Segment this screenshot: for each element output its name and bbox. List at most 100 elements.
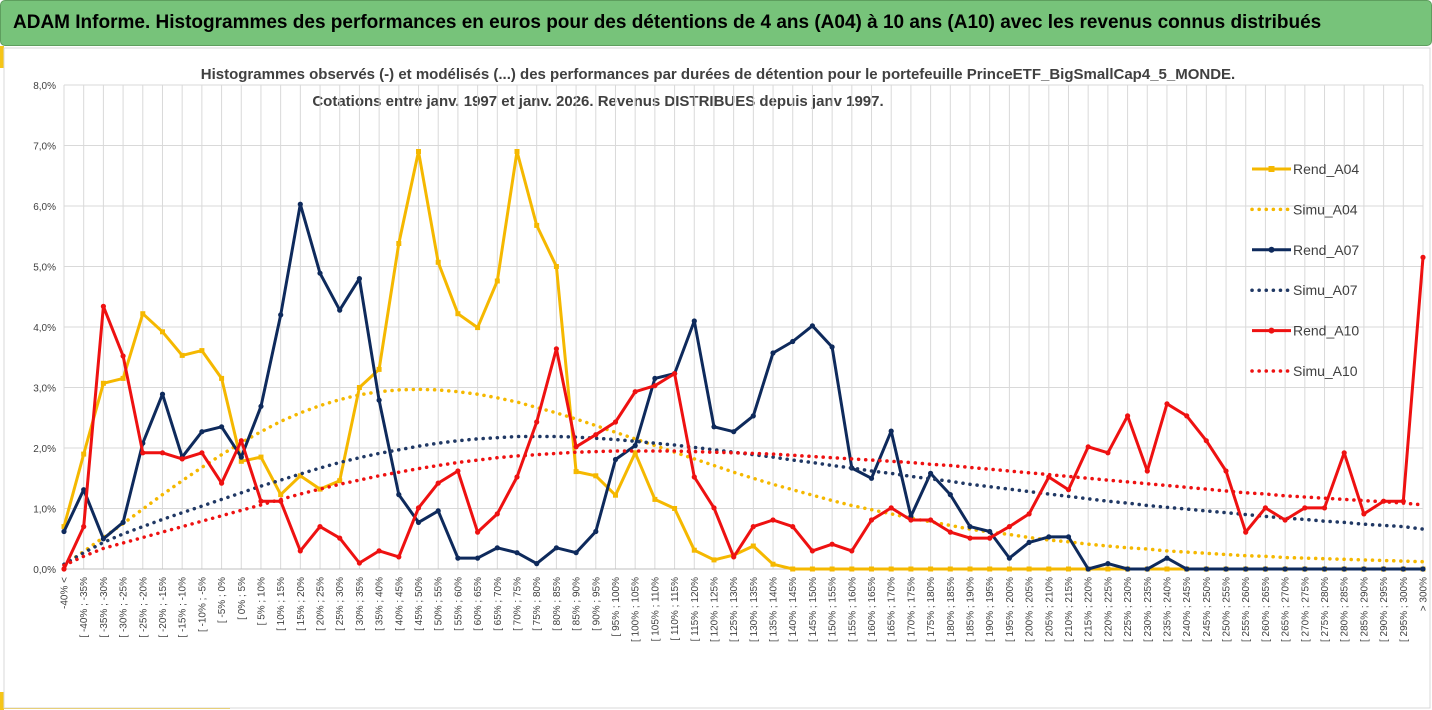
data-point bbox=[1282, 517, 1288, 523]
x-tick-label: [ 95% ; 100% bbox=[611, 577, 622, 637]
data-point bbox=[849, 548, 855, 554]
data-point bbox=[219, 480, 225, 486]
data-point bbox=[120, 375, 126, 381]
x-tick-label: [ 0% ; 5% bbox=[237, 577, 248, 620]
data-point bbox=[435, 508, 441, 514]
data-point bbox=[199, 450, 205, 456]
x-tick-label: [ 155% ; 160% bbox=[847, 577, 858, 642]
x-tick-label: [ 25% ; 30% bbox=[335, 577, 346, 631]
y-tick-label: 3,0% bbox=[33, 384, 56, 395]
x-tick-label: [ 240% ; 245% bbox=[1182, 577, 1193, 642]
data-point bbox=[356, 385, 362, 390]
corner-accent-top bbox=[0, 46, 4, 68]
y-tick-label: 5,0% bbox=[33, 263, 56, 274]
data-point bbox=[1066, 566, 1071, 572]
data-point bbox=[159, 391, 166, 397]
data-point bbox=[100, 536, 106, 542]
data-point bbox=[1262, 505, 1268, 511]
data-point bbox=[1125, 566, 1131, 572]
x-tick-label: [ 125% ; 130% bbox=[729, 577, 740, 642]
data-point bbox=[829, 566, 835, 572]
data-point bbox=[160, 329, 165, 335]
data-point bbox=[593, 432, 599, 438]
data-point bbox=[672, 371, 678, 377]
data-point bbox=[928, 470, 934, 476]
data-point bbox=[1105, 450, 1111, 456]
data-point bbox=[1184, 566, 1190, 572]
data-point bbox=[770, 350, 776, 356]
data-point bbox=[396, 554, 402, 560]
data-point bbox=[337, 535, 343, 541]
x-tick-label: [ 30% ; 35% bbox=[355, 577, 366, 631]
corner-accent-bottom bbox=[0, 692, 4, 710]
x-tick-label: [ 75% ; 80% bbox=[532, 577, 543, 631]
x-tick-label: [ -35% ; -30% bbox=[99, 577, 110, 638]
data-point bbox=[120, 353, 126, 359]
data-point bbox=[849, 566, 855, 572]
data-point bbox=[297, 201, 303, 207]
data-point bbox=[61, 566, 67, 572]
series-line-rend-a10 bbox=[62, 257, 1425, 570]
data-point bbox=[829, 541, 835, 547]
data-point bbox=[494, 545, 500, 551]
x-tick-label: [ 270% ; 275% bbox=[1300, 577, 1311, 642]
x-tick-label: [ 80% ; 85% bbox=[552, 577, 563, 631]
data-point bbox=[1184, 413, 1190, 419]
legend-marker bbox=[1268, 166, 1275, 172]
data-point bbox=[888, 428, 894, 434]
x-tick-label: [ 90% ; 95% bbox=[591, 577, 602, 631]
data-point bbox=[888, 505, 894, 511]
data-point bbox=[691, 547, 697, 553]
data-point bbox=[1282, 566, 1288, 572]
x-tick-label: [ 130% ; 135% bbox=[749, 577, 760, 642]
data-point bbox=[632, 450, 638, 456]
data-point bbox=[593, 473, 599, 479]
data-point bbox=[534, 222, 540, 228]
data-point bbox=[1065, 487, 1072, 493]
data-point bbox=[1085, 444, 1091, 450]
data-point bbox=[1026, 566, 1032, 572]
data-point bbox=[613, 492, 618, 498]
x-tick-label: [ 170% ; 175% bbox=[906, 577, 917, 642]
y-tick-label: 4,0% bbox=[33, 323, 56, 334]
data-point bbox=[1420, 254, 1426, 260]
series-layer bbox=[61, 149, 1426, 572]
data-point bbox=[750, 543, 756, 549]
data-point bbox=[396, 241, 402, 246]
x-tick-label: [ 160% ; 165% bbox=[867, 577, 878, 642]
data-point bbox=[179, 352, 185, 358]
data-point bbox=[652, 375, 658, 381]
x-tick-label: [ 135% ; 140% bbox=[769, 577, 780, 642]
data-point bbox=[809, 548, 816, 554]
data-point bbox=[140, 450, 146, 456]
data-point bbox=[908, 517, 914, 523]
data-point bbox=[100, 303, 106, 309]
x-tick-label: [ 275% ; 280% bbox=[1320, 577, 1331, 642]
data-point bbox=[179, 456, 185, 462]
data-point bbox=[1006, 566, 1012, 572]
data-point bbox=[1065, 534, 1072, 540]
y-tick-label: 6,0% bbox=[33, 202, 56, 213]
data-point bbox=[238, 454, 244, 460]
data-point bbox=[947, 566, 953, 572]
x-tick-label: [ 175% ; 180% bbox=[926, 577, 937, 642]
data-point bbox=[514, 550, 520, 556]
data-point bbox=[691, 474, 697, 480]
legend-label: Simu_A04 bbox=[1293, 201, 1358, 217]
data-point bbox=[1243, 566, 1249, 572]
y-tick-label: 1,0% bbox=[33, 505, 56, 516]
x-tick-label: [ 100% ; 105% bbox=[631, 577, 642, 642]
data-point bbox=[1164, 566, 1170, 572]
x-tick-label: [ 260% ; 265% bbox=[1261, 577, 1272, 642]
data-point bbox=[868, 475, 875, 481]
x-tick-label: [ 55% ; 60% bbox=[453, 577, 464, 631]
data-point bbox=[573, 550, 579, 556]
legend-marker bbox=[1268, 246, 1275, 253]
data-point bbox=[1400, 566, 1406, 572]
data-point bbox=[356, 560, 362, 566]
data-point bbox=[790, 338, 796, 345]
data-point bbox=[199, 348, 205, 354]
data-point bbox=[888, 566, 894, 572]
data-point bbox=[337, 307, 343, 313]
